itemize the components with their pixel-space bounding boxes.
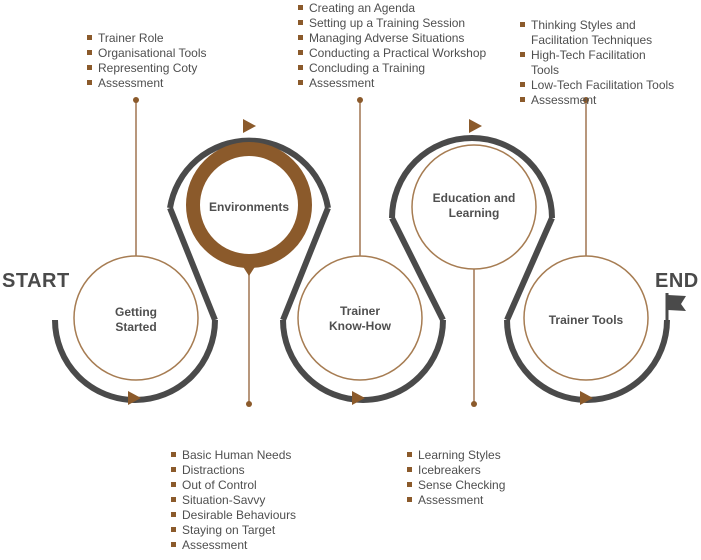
list-item-label: Desirable Behaviours	[182, 508, 297, 522]
track-arc-education	[389, 135, 555, 219]
stem-dot	[357, 97, 363, 103]
list-item-label: Sense Checking	[418, 478, 506, 492]
list-item: Assessment	[407, 493, 505, 508]
track-connector-2	[280, 206, 331, 322]
list-item: Assessment	[298, 76, 486, 91]
list-item: Thinking Styles and Facilitation Techniq…	[520, 18, 680, 48]
list-item: Assessment	[171, 538, 296, 553]
list-item-label: Assessment	[98, 76, 164, 90]
stage-title-getting-started-line1: Getting	[115, 305, 157, 319]
list-trainer-tools: Thinking Styles and Facilitation Techniq…	[520, 18, 680, 108]
stem-dot	[133, 97, 139, 103]
list-item-label: Organisational Tools	[98, 46, 207, 60]
flag-icon	[665, 293, 686, 322]
stage-circle-trainer-tools	[523, 255, 649, 381]
stage-title-trainer-know-how-line1: Trainer	[340, 304, 380, 318]
list-item: Basic Human Needs	[171, 448, 296, 463]
track-connector-4	[504, 216, 555, 322]
stems	[135, 100, 587, 404]
list-item-label: Distractions	[182, 463, 245, 477]
list-item: Conducting a Practical Workshop	[298, 46, 486, 61]
list-item: Learning Styles	[407, 448, 505, 463]
play-triangle-icon	[469, 119, 482, 133]
stage-title-education-line1: Education and	[433, 191, 516, 205]
list-item-label: Staying on Target	[182, 523, 276, 537]
stage-circles	[73, 142, 649, 381]
stage-title-trainer-know-how-line2: Know-How	[329, 319, 392, 333]
play-triangle-icon	[128, 391, 141, 405]
list-item: Icebreakers	[407, 463, 505, 478]
list-item-label: Managing Adverse Situations	[309, 31, 465, 45]
list-trainer-know-how: Creating an Agenda Setting up a Training …	[298, 1, 486, 91]
list-item-label: Conducting a Practical Workshop	[309, 46, 487, 60]
list-item-label: Representing Coty	[98, 61, 198, 75]
list-item: Organisational Tools	[87, 46, 207, 61]
list-item-label: Assessment	[418, 493, 484, 507]
track-connector-1	[167, 206, 218, 322]
list-item: Situation-Savvy	[171, 493, 296, 508]
list-environments: Basic Human Needs Distractions Out of Cont…	[171, 448, 296, 553]
start-label: START	[2, 270, 70, 292]
stage-title-environments: Environments	[209, 200, 289, 214]
direction-arrows	[128, 119, 593, 405]
list-item: High-Tech Facilitation Tools	[520, 48, 680, 78]
track-arc-trainer-know-how	[280, 319, 446, 403]
list-item: Trainer Role	[87, 31, 207, 46]
list-item: Managing Adverse Situations	[298, 31, 486, 46]
track-connector-3	[389, 216, 446, 322]
stem-dot	[583, 97, 589, 103]
stage-circle-trainer-know-how	[297, 255, 423, 381]
stem-dots	[133, 97, 589, 407]
list-item: Sense Checking	[407, 478, 505, 493]
stage-circle-getting-started	[73, 255, 199, 381]
list-item-label: Thinking Styles and Facilitation Techniq…	[531, 18, 653, 47]
stage-title-getting-started-line2: Started	[115, 320, 156, 334]
list-item: Low-Tech Facilitation Tools	[520, 78, 680, 93]
list-item: Staying on Target	[171, 523, 296, 538]
list-item: Desirable Behaviours	[171, 508, 296, 523]
list-item-label: Low-Tech Facilitation Tools	[531, 78, 675, 92]
stem-dot	[246, 401, 252, 407]
list-item-label: Assessment	[531, 93, 597, 107]
stage-titles: Getting Started Environments Trainer Kno…	[115, 191, 624, 334]
list-item-label: Situation-Savvy	[182, 493, 266, 507]
list-item-label: Setting up a Training Session	[309, 16, 466, 30]
list-item: Concluding a Training	[298, 61, 486, 76]
list-item: Creating an Agenda	[298, 1, 486, 16]
list-item-label: High-Tech Facilitation Tools	[531, 48, 646, 77]
stage-title-education-line2: Learning	[449, 206, 500, 220]
list-item-label: Icebreakers	[418, 463, 481, 477]
play-triangle-icon	[580, 391, 593, 405]
list-item-label: Learning Styles	[418, 448, 501, 462]
list-getting-started: Trainer Role Organisational Tools Represen…	[87, 31, 207, 91]
track-arc-environments	[167, 137, 331, 209]
list-item: Setting up a Training Session	[298, 16, 486, 31]
list-education-and-learning: Learning Styles Icebreakers Sense Checking…	[407, 448, 505, 508]
end-label: END	[655, 270, 699, 292]
list-item: Out of Control	[171, 478, 296, 493]
list-item-label: Concluding a Training	[309, 61, 426, 75]
play-triangle-icon	[352, 391, 365, 405]
stage-circle-education	[411, 144, 537, 270]
list-item-label: Out of Control	[182, 478, 257, 492]
list-item-label: Assessment	[182, 538, 248, 552]
list-item-label: Creating an Agenda	[309, 1, 416, 15]
environments-pointer	[240, 262, 258, 276]
track	[52, 135, 670, 403]
list-item-label: Assessment	[309, 76, 375, 90]
list-item-label: Basic Human Needs	[182, 448, 292, 462]
list-item: Assessment	[87, 76, 207, 91]
stage-circle-environments	[186, 142, 312, 268]
play-triangle-icon	[243, 119, 256, 133]
list-item-label: Trainer Role	[98, 31, 164, 45]
list-item: Distractions	[171, 463, 296, 478]
list-item: Assessment	[520, 93, 680, 108]
stage-title-trainer-tools: Trainer Tools	[549, 313, 624, 327]
list-item: Representing Coty	[87, 61, 207, 76]
stem-dot	[471, 401, 477, 407]
